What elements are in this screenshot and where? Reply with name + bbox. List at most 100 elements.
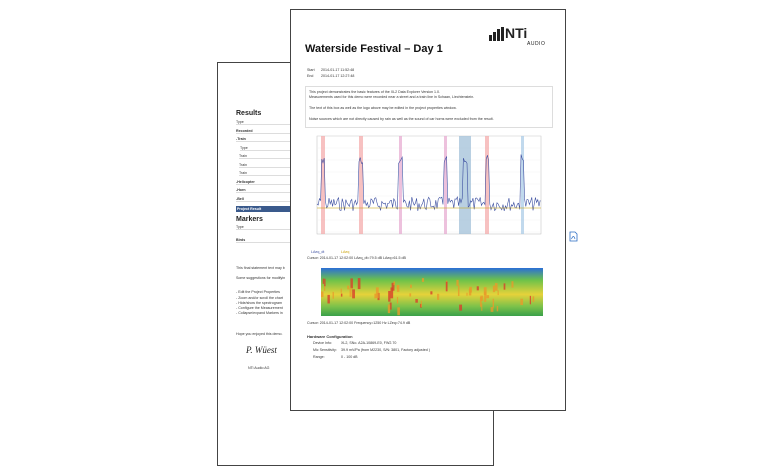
chart-decoration — [349, 287, 352, 297]
chart-decoration — [486, 295, 490, 299]
project-result-bar: Project Result — [236, 206, 296, 212]
chart-decoration — [375, 287, 379, 298]
chart-decoration — [444, 136, 447, 234]
legend-item: LAeq — [341, 250, 350, 254]
pdf-icon[interactable] — [569, 231, 578, 242]
chart-decoration — [485, 136, 489, 234]
chart-decoration — [321, 136, 325, 234]
chart-decoration — [397, 307, 400, 316]
chart-decoration — [496, 305, 499, 312]
chart-decoration — [323, 285, 326, 291]
statement-line: - Configure the Measurement — [236, 306, 283, 310]
chart-decoration — [327, 294, 330, 304]
chart-decoration — [374, 293, 377, 299]
description-line: Noise sources which are not directly cau… — [309, 117, 494, 121]
statement-line: - Collapse/expand Markers in — [236, 311, 283, 316]
chart-decoration — [532, 296, 535, 302]
time-value: 2014-01-17 11:52:48 — [321, 68, 355, 72]
chart-decoration — [457, 285, 460, 297]
logo-sub: AUDIO — [527, 41, 546, 47]
results-row: Train — [239, 163, 296, 168]
hardware-value: XL2, SNo. A2A-10869-E0, FW2.70 — [341, 341, 397, 345]
chart-decoration — [445, 281, 448, 292]
level-chart-image — [316, 135, 542, 235]
legend-item: LAeq_dt — [311, 250, 325, 254]
markers-row: Type — [236, 225, 296, 231]
results-row: Recorded — [236, 129, 296, 134]
chart-decoration — [399, 136, 402, 234]
chart-decoration — [459, 136, 471, 234]
results-row: -Helicopter — [236, 180, 296, 185]
chart-decoration — [357, 278, 361, 290]
statement-line: - Zoom and/or scroll the chart — [236, 295, 283, 300]
chart-decoration — [391, 282, 395, 291]
chart-decoration — [347, 285, 350, 290]
chart-decoration — [497, 290, 499, 296]
chart-decoration — [503, 283, 506, 290]
project-result: Project Result — [237, 207, 262, 211]
chart-decoration — [490, 307, 494, 312]
chart-decoration — [340, 293, 343, 297]
chart-decoration — [390, 287, 394, 299]
hardware-value: 0 - 100 dB — [341, 355, 358, 359]
chart-decoration — [359, 136, 363, 234]
chart-decoration — [421, 278, 425, 282]
logo-brand: NTi — [505, 25, 528, 41]
chart-decoration — [521, 136, 524, 234]
chart-decoration — [430, 291, 433, 295]
chart-decoration — [480, 295, 484, 301]
report-title: Waterside Festival – Day 1 — [305, 43, 443, 55]
time-label: End — [307, 74, 314, 78]
chart-decoration — [350, 278, 353, 289]
chart-decoration — [316, 154, 541, 212]
front-page: Waterside Festival – Day 1 NTi AUDIO Sta… — [290, 9, 566, 411]
chart-decoration — [387, 304, 391, 314]
description-box: This project demonstrates the basic feat… — [305, 86, 553, 128]
chart-decoration — [520, 298, 524, 306]
chart-decoration — [476, 286, 479, 291]
chart-decoration — [410, 284, 412, 288]
spectrogram-image — [321, 268, 543, 316]
time-value: 2014-01-17 12:27:48 — [321, 74, 355, 78]
results-row: -Bell — [236, 197, 296, 202]
chart-decoration — [340, 288, 342, 293]
chart-decoration — [352, 289, 355, 299]
chart-decoration — [322, 278, 325, 284]
results-row: -Train — [236, 137, 296, 143]
chart-decoration — [396, 285, 399, 289]
statement-line: Hope you enjoyed this demo. — [236, 332, 283, 336]
chart-decoration — [466, 292, 468, 296]
results-row: Train — [239, 171, 296, 177]
chart-decoration — [492, 285, 496, 293]
description-line: Measurements used for this demo were rec… — [309, 95, 475, 99]
statement-line: Some suggestions for modifyin — [236, 276, 286, 280]
cursor-text: Cursor: 2014-01-17 12:02:00 LAeq_dt=79.5… — [307, 256, 406, 260]
chart-decoration — [492, 298, 495, 308]
chart-decoration — [396, 296, 399, 304]
logo-bars — [489, 27, 504, 41]
statement-line: - Hide/show the spectrogram — [236, 300, 282, 305]
chart-decoration — [456, 279, 459, 286]
chart-decoration — [393, 281, 396, 286]
markers-row: Birds — [236, 238, 296, 244]
hardware-label: Mic Sensitivity: — [313, 348, 337, 352]
chart-decoration — [332, 291, 334, 299]
chart-decoration — [479, 297, 482, 307]
chart-decoration — [437, 293, 440, 300]
results-row: Type — [236, 120, 296, 126]
chart-decoration — [415, 299, 418, 303]
chart-decoration — [409, 293, 412, 297]
hardware-title: Hardware Configuration — [307, 334, 353, 339]
description-line: This project demonstrates the basic feat… — [309, 90, 441, 94]
cursor-text: Cursor: 2014-01-17 12:02:00 Frequency=12… — [307, 321, 411, 325]
signature: P. Wüest — [246, 345, 277, 355]
chart-decoration — [321, 291, 324, 298]
results-row: Train — [239, 154, 296, 160]
chart-decoration — [483, 287, 487, 295]
chart-decoration — [316, 135, 542, 235]
results-title: Results — [236, 110, 262, 117]
company: NTi Audio AG — [248, 366, 270, 370]
chart-decoration — [420, 300, 422, 307]
chart-decoration — [459, 304, 463, 311]
